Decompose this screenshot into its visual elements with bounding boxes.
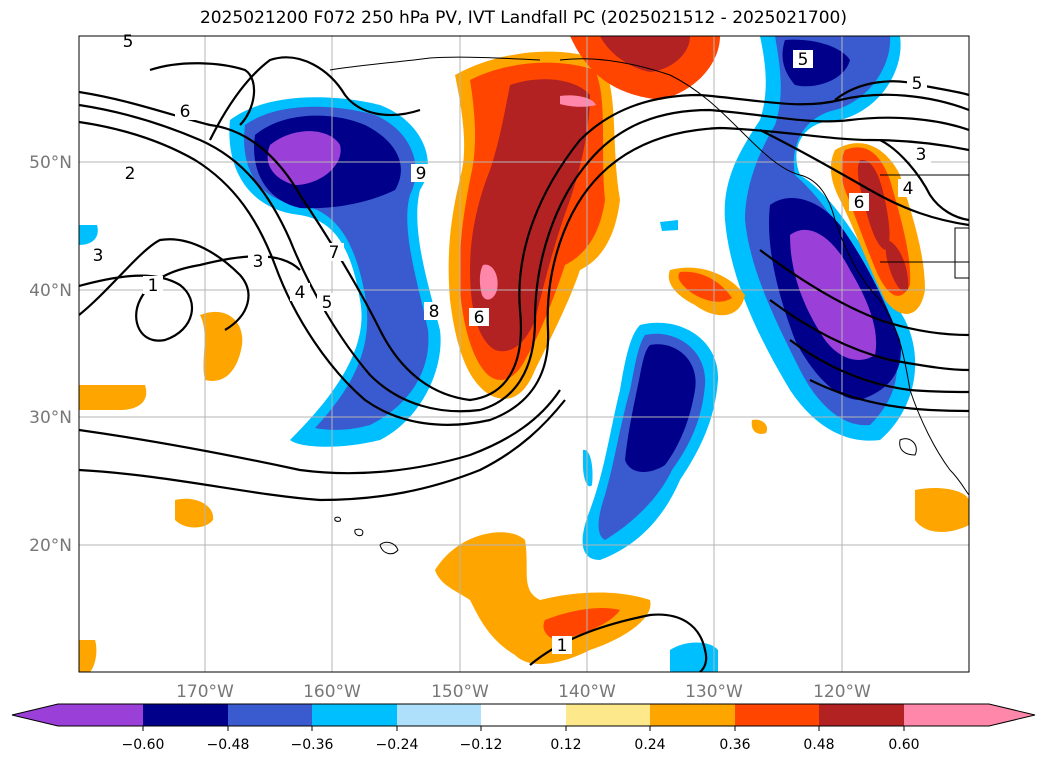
contour-label: 3 bbox=[916, 145, 927, 165]
lat-label: 20°N bbox=[29, 536, 72, 556]
lat-label: 30°N bbox=[29, 408, 72, 428]
colorbar-segment bbox=[566, 704, 650, 726]
colorbar-segment bbox=[904, 704, 989, 726]
colorbar-tick-label: −0.12 bbox=[460, 737, 503, 753]
contour-label: 1 bbox=[148, 276, 159, 296]
lat-label: 40°N bbox=[29, 281, 72, 301]
contour-label: 5 bbox=[322, 293, 333, 313]
contour-label: 4 bbox=[295, 283, 306, 303]
contour-label: 2 bbox=[125, 164, 136, 184]
colorbar-arrow-left bbox=[12, 704, 58, 726]
coastlines bbox=[329, 56, 969, 555]
colorbar: −0.60 −0.48 −0.36 −0.24 −0.12 0.12 0.24 … bbox=[11, 703, 1036, 753]
contour-label: 1 bbox=[557, 636, 568, 656]
colorbar-segment bbox=[650, 704, 735, 726]
lon-label: 170°W bbox=[176, 682, 234, 702]
colorbar-tick-label: 0.48 bbox=[803, 737, 834, 753]
contour-label: 3 bbox=[253, 252, 264, 272]
colorbar-segment bbox=[312, 704, 397, 726]
colorbar-tick-label: −0.48 bbox=[207, 737, 250, 753]
lon-label: 120°W bbox=[813, 682, 871, 702]
contour-label: 3 bbox=[93, 246, 104, 266]
colorbar-tick-label: −0.36 bbox=[291, 737, 334, 753]
colorbar-tick-label: 0.24 bbox=[634, 737, 665, 753]
contour-label: 6 bbox=[180, 102, 191, 122]
contour-label: 6 bbox=[854, 193, 865, 213]
colorbar-arrow-right bbox=[989, 704, 1035, 726]
colorbar-tick-label: 0.12 bbox=[550, 737, 581, 753]
contour-label-group: 5 6 2 3 1 3 4 5 7 8 9 6 1 5 5 3 4 6 bbox=[88, 32, 931, 656]
colorbar-tick-label: −0.60 bbox=[122, 737, 165, 753]
lon-label: 130°W bbox=[685, 682, 743, 702]
colorbar-tickmarks bbox=[142, 726, 905, 731]
colorbar-outline bbox=[11, 703, 1036, 727]
colorbar-tick-label: 0.36 bbox=[719, 737, 750, 753]
contour-label: 9 bbox=[416, 164, 427, 184]
colorbar-segment bbox=[735, 704, 819, 726]
map-border bbox=[78, 35, 970, 673]
contour-label: 5 bbox=[912, 74, 923, 94]
colorbar-segment bbox=[481, 704, 566, 726]
colorbar-segment bbox=[143, 704, 228, 726]
contour-label: 6 bbox=[474, 308, 485, 328]
colorbar-segment bbox=[228, 704, 312, 726]
lon-label: 150°W bbox=[431, 682, 489, 702]
lon-label: 140°W bbox=[558, 682, 616, 702]
contour-label: 4 bbox=[903, 179, 914, 199]
contour-label: 5 bbox=[798, 50, 809, 70]
figure-title: 2025021200 F072 250 hPa PV, IVT Landfall… bbox=[199, 8, 847, 28]
contour-label: 5 bbox=[123, 32, 134, 52]
lat-label: 50°N bbox=[29, 153, 72, 173]
colorbar-segment bbox=[819, 704, 904, 726]
contour-label: 8 bbox=[429, 302, 440, 322]
contour-label: 7 bbox=[329, 243, 340, 263]
lon-label: 160°W bbox=[303, 682, 361, 702]
colorbar-tick-label: −0.24 bbox=[376, 737, 419, 753]
colorbar-segment bbox=[397, 704, 481, 726]
colorbar-tick-label: 0.60 bbox=[888, 737, 919, 753]
colorbar-segment bbox=[58, 704, 143, 726]
